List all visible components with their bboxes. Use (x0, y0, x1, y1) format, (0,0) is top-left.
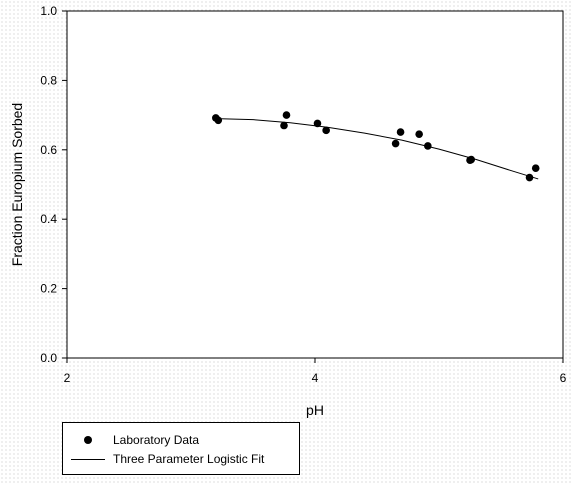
plot-area (66, 10, 564, 359)
y-tick-label: 0.4 (40, 212, 57, 226)
legend: Laboratory Data Three Parameter Logistic… (62, 422, 300, 475)
data-point (391, 139, 400, 148)
legend-marker-line (63, 450, 105, 468)
axis-ticks: 2 4 6 0.0 0.2 0.4 0.6 0.8 1.0 (40, 4, 566, 385)
data-point (415, 130, 423, 138)
y-tick-label: 0.8 (40, 73, 57, 87)
data-points-layer (212, 111, 540, 182)
data-point (313, 119, 322, 128)
data-point (525, 173, 534, 182)
x-tick-label: 6 (560, 371, 567, 385)
data-point (214, 116, 223, 125)
y-tick-label: 0.0 (40, 351, 57, 365)
data-point (282, 111, 291, 119)
legend-item-laboratory-data: Laboratory Data (63, 431, 199, 449)
legend-marker-dot (63, 431, 105, 449)
y-axis-title: Fraction Europium Sorbed (9, 103, 25, 266)
legend-label: Three Parameter Logistic Fit (113, 452, 265, 466)
data-point (467, 155, 476, 164)
fit-curve-layer (215, 118, 539, 180)
legend-label: Laboratory Data (113, 433, 200, 447)
logistic-fit-curve (215, 118, 539, 180)
data-point (424, 142, 432, 150)
x-tick-label: 2 (64, 371, 71, 385)
data-point (531, 164, 540, 172)
x-tick-label: 4 (312, 371, 319, 385)
y-tick-label: 0.2 (40, 282, 57, 296)
data-point (322, 126, 330, 135)
legend-item-logistic-fit: Three Parameter Logistic Fit (63, 450, 264, 468)
y-tick-label: 1.0 (40, 4, 57, 18)
x-axis-title: pH (306, 402, 324, 418)
data-point (280, 121, 288, 130)
y-tick-label: 0.6 (40, 143, 57, 157)
data-point (396, 128, 405, 136)
